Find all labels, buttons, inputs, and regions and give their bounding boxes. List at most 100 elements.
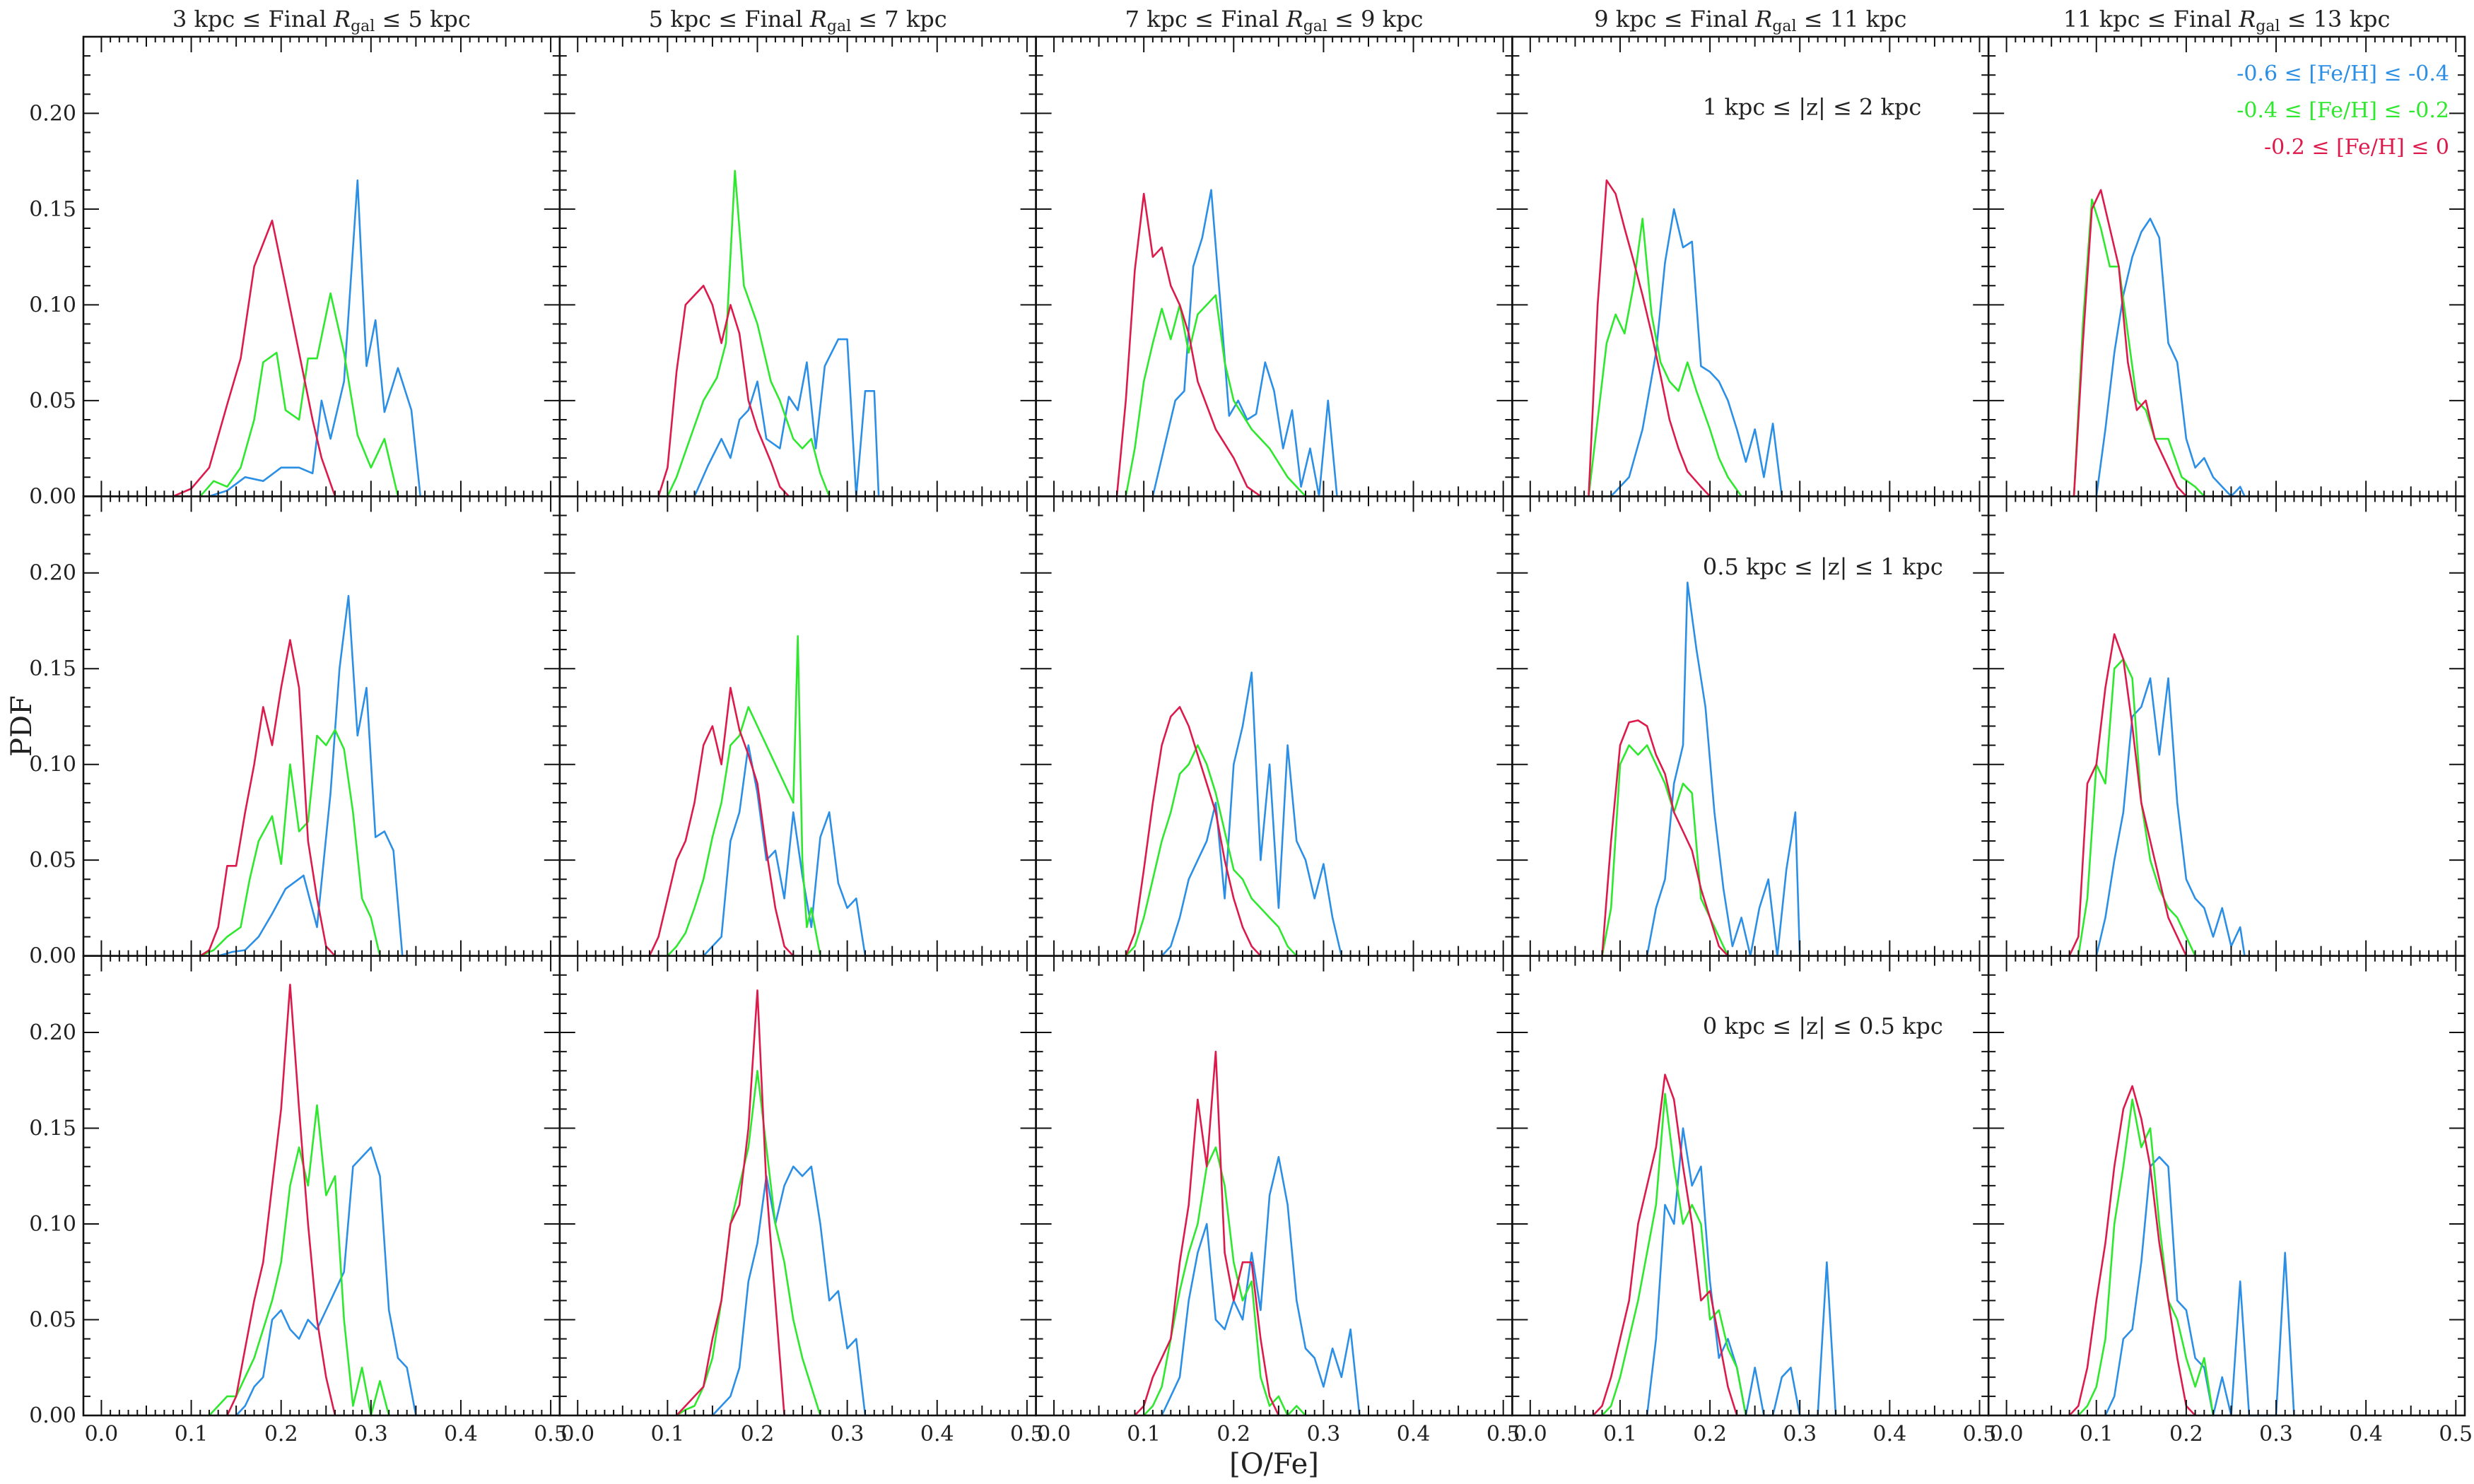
series-line-2 bbox=[667, 170, 831, 497]
series-line-1 bbox=[218, 594, 404, 957]
panel-r2-c3 bbox=[1035, 495, 1513, 957]
series-line-2 bbox=[1125, 294, 1306, 497]
series-line-3 bbox=[1115, 192, 1262, 497]
y-tick-label: 0.05 bbox=[29, 389, 76, 413]
panel-frame bbox=[1035, 955, 1513, 1417]
y-axis-label: PDF bbox=[6, 695, 38, 757]
series-line-2 bbox=[1588, 218, 1742, 497]
panel-r1-c2: 5 kpc ≤ Final Rgal ≤ 7 kpc bbox=[558, 6, 1037, 497]
series-line-1 bbox=[1161, 671, 1343, 957]
y-tick-label: 0.15 bbox=[29, 1117, 76, 1141]
legend-entry: -0.2 ≤ [Fe/H] ≤ 0 bbox=[2264, 135, 2449, 160]
series-line-2 bbox=[1125, 744, 1298, 957]
panel-r3-c5: 0.0 0.1 0.2 0.3 0.4 0.5 bbox=[1987, 955, 2473, 1447]
panel-frame bbox=[558, 495, 1037, 957]
y-tick-label: 0.15 bbox=[29, 197, 76, 222]
x-tick-label: 0.3 bbox=[1783, 1422, 1817, 1447]
labels-layer: PDF [O/Fe] bbox=[6, 695, 1319, 1480]
column-title: 5 kpc ≤ Final Rgal ≤ 7 kpc bbox=[649, 6, 947, 35]
z-range-label: 0.5 kpc ≤ |z| ≤ 1 kpc bbox=[1703, 553, 1943, 580]
series-line-3 bbox=[2068, 633, 2188, 957]
x-tick-label: 0.2 bbox=[741, 1422, 775, 1447]
x-tick-label: 0.4 bbox=[2349, 1422, 2383, 1447]
series-line-2 bbox=[676, 1070, 821, 1417]
y-tick-label: 0.00 bbox=[29, 944, 76, 969]
x-tick-label: 0.4 bbox=[920, 1422, 954, 1447]
series-line-3 bbox=[657, 285, 790, 497]
panel-r2-c5 bbox=[1987, 495, 2466, 957]
y-tick-label: 0.10 bbox=[29, 753, 76, 777]
x-tick-label: 0.1 bbox=[1127, 1422, 1161, 1447]
panel-r1-c3: 7 kpc ≤ Final Rgal ≤ 9 kpc bbox=[1035, 6, 1513, 497]
panel-r2-c1: 0.00 0.05 0.10 0.15 0.20 bbox=[29, 495, 561, 969]
series-line-1 bbox=[711, 1165, 867, 1416]
y-tick-label: 0.00 bbox=[29, 484, 76, 509]
series-line-1 bbox=[209, 179, 421, 497]
x-tick-label: 0.3 bbox=[1307, 1422, 1341, 1447]
panel-frame bbox=[558, 35, 1037, 497]
panels-layer: 0.00 0.05 0.10 0.15 0.20 3 kpc ≤ Final Rgal ≤… bbox=[29, 6, 2473, 1447]
series-line-3 bbox=[676, 989, 785, 1416]
series-line-2 bbox=[2073, 199, 2205, 497]
x-axis-label: [O/Fe] bbox=[1229, 1448, 1319, 1480]
series-line-3 bbox=[1134, 1050, 1280, 1416]
x-tick-label: 0.2 bbox=[1217, 1422, 1250, 1447]
series-line-2 bbox=[667, 635, 821, 957]
panel-r1-c5: 11 kpc ≤ Final Rgal ≤ 13 kpc -0.6 ≤ [Fe/H… bbox=[1987, 6, 2466, 497]
series-line-2 bbox=[199, 729, 381, 957]
column-title: 3 kpc ≤ Final Rgal ≤ 5 kpc bbox=[172, 6, 471, 35]
x-tick-label: 0.4 bbox=[1397, 1422, 1431, 1447]
panel-frame bbox=[1987, 495, 2466, 957]
series-line-3 bbox=[1601, 719, 1729, 957]
x-tick-label: 0.0 bbox=[85, 1422, 119, 1447]
series-line-1 bbox=[235, 1146, 417, 1416]
panel-frame bbox=[82, 35, 561, 497]
y-tick-label: 0.00 bbox=[29, 1403, 76, 1428]
x-tick-label: 0.5 bbox=[2439, 1422, 2473, 1447]
x-tick-label: 0.2 bbox=[2169, 1422, 2203, 1447]
series-line-2 bbox=[209, 1104, 390, 1417]
x-tick-label: 0.5 bbox=[1487, 1422, 1520, 1447]
series-line-3 bbox=[2068, 1085, 2196, 1416]
x-tick-label: 0.5 bbox=[534, 1422, 568, 1447]
series-line-3 bbox=[226, 984, 336, 1416]
series-line-1 bbox=[1161, 1155, 1361, 1416]
panel-frame bbox=[1035, 35, 1513, 497]
panel-r1-c1: 0.00 0.05 0.10 0.15 0.20 3 kpc ≤ Final Rgal ≤… bbox=[29, 6, 561, 509]
series-line-2 bbox=[1143, 1146, 1306, 1417]
panel-r3-c3: 0.0 0.1 0.2 0.3 0.4 0.5 bbox=[1035, 955, 1520, 1447]
y-tick-label: 0.20 bbox=[29, 101, 76, 126]
panel-frame bbox=[558, 955, 1037, 1417]
column-title: 7 kpc ≤ Final Rgal ≤ 9 kpc bbox=[1125, 6, 1424, 35]
series-line-1 bbox=[2095, 677, 2246, 956]
panel-r3-c2: 0.0 0.1 0.2 0.3 0.4 0.5 bbox=[558, 955, 1044, 1447]
series-line-1 bbox=[1151, 189, 1338, 497]
panel-r2-c2 bbox=[558, 495, 1037, 957]
series-line-2 bbox=[2077, 658, 2196, 957]
series-line-3 bbox=[2073, 189, 2187, 497]
series-line-3 bbox=[1125, 706, 1262, 957]
x-tick-label: 0.0 bbox=[1990, 1422, 2024, 1447]
x-tick-label: 0.5 bbox=[1963, 1422, 1997, 1447]
y-tick-label: 0.05 bbox=[29, 1308, 76, 1333]
x-tick-label: 0.2 bbox=[264, 1422, 298, 1447]
x-tick-label: 0.5 bbox=[1010, 1422, 1044, 1447]
panel-r3-c4: 0.0 0.1 0.2 0.3 0.4 0.5 0 kpc ≤ |z| ≤ 0.5 kpc bbox=[1511, 955, 1997, 1447]
legend-entry: -0.6 ≤ [Fe/H] ≤ -0.4 bbox=[2236, 61, 2449, 86]
y-tick-label: 0.05 bbox=[29, 848, 76, 873]
series-line-2 bbox=[199, 292, 399, 497]
z-range-label: 1 kpc ≤ |z| ≤ 2 kpc bbox=[1703, 94, 1921, 121]
x-tick-label: 0.1 bbox=[1603, 1422, 1637, 1447]
series-line-3 bbox=[1588, 179, 1711, 497]
series-line-1 bbox=[2104, 1155, 2295, 1417]
series-line-2 bbox=[1601, 1093, 1747, 1416]
x-tick-label: 0.1 bbox=[175, 1422, 209, 1447]
series-line-3 bbox=[199, 639, 336, 957]
y-tick-label: 0.20 bbox=[29, 561, 76, 586]
x-tick-label: 0.4 bbox=[444, 1422, 478, 1447]
series-line-1 bbox=[1610, 208, 1783, 497]
z-range-label: 0 kpc ≤ |z| ≤ 0.5 kpc bbox=[1703, 1013, 1943, 1040]
series-line-3 bbox=[648, 687, 795, 957]
panel-r1-c4: 9 kpc ≤ Final Rgal ≤ 11 kpc 1 kpc ≤ |z| ≤… bbox=[1511, 6, 1990, 497]
